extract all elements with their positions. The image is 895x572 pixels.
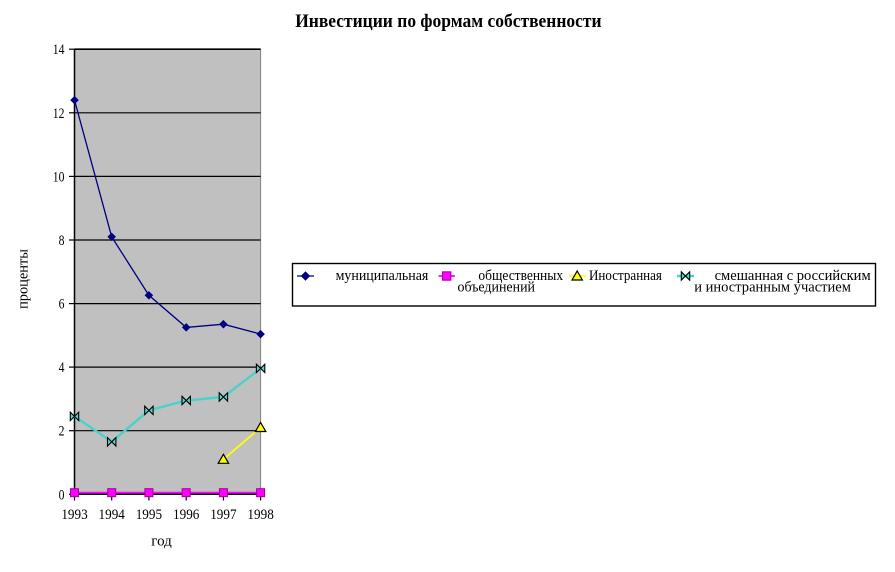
svg-text:0: 0 (59, 486, 65, 503)
svg-text:1993: 1993 (61, 506, 87, 523)
svg-text:1997: 1997 (210, 506, 236, 523)
svg-text:смешанная с российским: смешанная с российским (715, 268, 871, 284)
svg-text:1994: 1994 (99, 506, 125, 523)
svg-text:и иностранным участием: и иностранным участием (694, 279, 851, 295)
svg-text:1995: 1995 (136, 506, 162, 523)
svg-text:14: 14 (53, 41, 65, 58)
svg-text:общественных: общественных (478, 267, 563, 284)
svg-text:проценты: проценты (15, 249, 31, 309)
svg-text:1996: 1996 (173, 506, 199, 523)
svg-text:год: год (151, 534, 172, 550)
svg-text:муниципальная: муниципальная (336, 268, 429, 285)
svg-text:4: 4 (59, 359, 65, 376)
svg-text:Иностранная: Иностранная (589, 267, 662, 284)
svg-text:2: 2 (59, 422, 65, 439)
svg-text:12: 12 (53, 104, 65, 121)
svg-text:8: 8 (59, 232, 65, 249)
svg-text:10: 10 (53, 168, 65, 185)
svg-text:объединений: объединений (458, 279, 536, 296)
svg-text:1998: 1998 (247, 506, 273, 523)
svg-text:6: 6 (59, 295, 65, 312)
svg-text:Инвестиции по формам собственн: Инвестиции по формам собственности (295, 10, 602, 31)
